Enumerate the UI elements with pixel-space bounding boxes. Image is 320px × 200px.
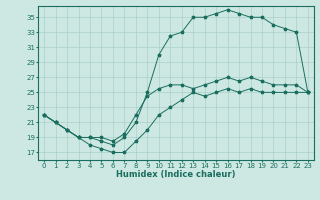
X-axis label: Humidex (Indice chaleur): Humidex (Indice chaleur) (116, 170, 236, 179)
